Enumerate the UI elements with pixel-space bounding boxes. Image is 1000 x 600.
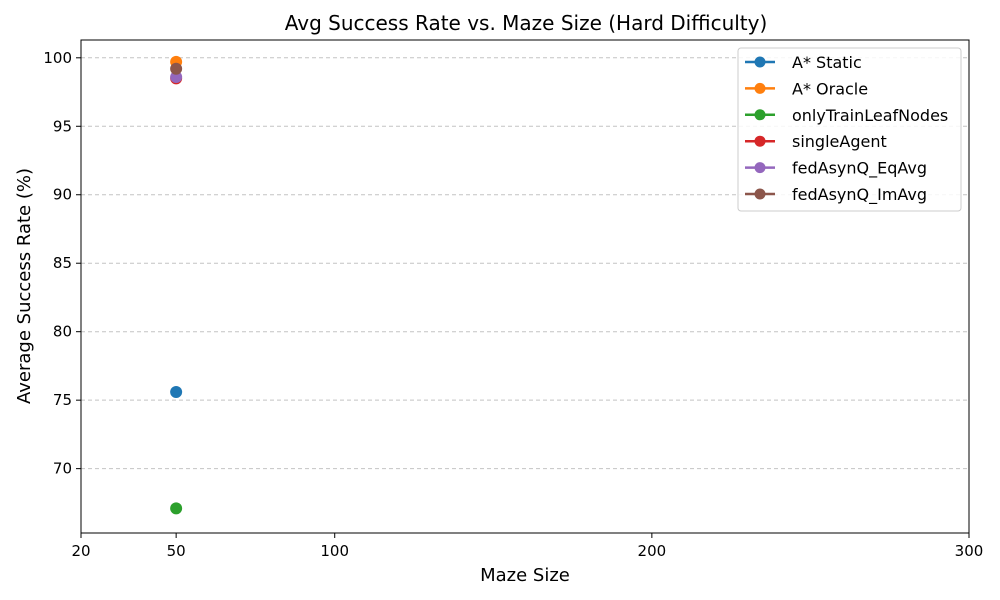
y-axis-label: Average Success Rate (%) <box>14 168 35 404</box>
legend-box <box>737 47 962 212</box>
legend: A* Static A* Oracle onlyTrainLeafNodes sing… <box>737 47 962 212</box>
legend-item: fedAsynQ_EqAvg <box>745 159 927 179</box>
data-point <box>170 502 183 515</box>
legend-item: onlyTrainLeafNodes <box>745 106 948 125</box>
y-tick-label: 75 <box>53 391 72 409</box>
y-axis: 70 75 80 85 90 95 100 <box>43 49 81 478</box>
y-tick-label: 100 <box>43 49 72 67</box>
series-5 <box>170 62 183 75</box>
chart-title: Avg Success Rate vs. Maze Size (Hard Dif… <box>285 11 768 35</box>
legend-marker <box>754 135 766 147</box>
series-0 <box>170 385 183 398</box>
legend-marker <box>754 109 766 121</box>
y-tick-label: 80 <box>53 323 72 341</box>
legend-label: onlyTrainLeafNodes <box>792 106 948 125</box>
x-tick-label: 200 <box>638 542 667 560</box>
y-tick-label: 70 <box>53 460 72 478</box>
y-tick-label: 95 <box>53 117 72 135</box>
series-4 <box>170 70 183 83</box>
legend-marker <box>754 188 766 200</box>
y-tick-label: 90 <box>53 186 72 204</box>
legend-item: fedAsynQ_ImAvg <box>745 185 927 205</box>
legend-item: singleAgent <box>745 132 887 151</box>
series-2 <box>170 502 183 515</box>
legend-marker <box>754 82 766 94</box>
x-axis: 20 50 100 200 300 <box>71 533 983 560</box>
grid-lines <box>81 57 969 470</box>
legend-marker <box>754 162 766 174</box>
legend-label: A* Static <box>792 53 862 72</box>
series-layer <box>170 55 183 515</box>
data-point <box>170 385 183 398</box>
data-point <box>170 70 183 83</box>
legend-item: A* Static <box>745 53 862 72</box>
data-point <box>170 62 183 75</box>
legend-label: fedAsynQ_EqAvg <box>792 159 927 179</box>
legend-label: fedAsynQ_ImAvg <box>792 185 927 205</box>
legend-label: singleAgent <box>792 132 887 151</box>
legend-marker <box>754 56 766 68</box>
x-tick-label: 300 <box>955 542 984 560</box>
x-tick-label: 100 <box>320 542 349 560</box>
plot-area-frame <box>80 39 970 534</box>
x-tick-label: 20 <box>71 542 90 560</box>
x-axis-label: Maze Size <box>480 565 570 586</box>
legend-label: A* Oracle <box>792 79 868 98</box>
y-tick-label: 85 <box>53 254 72 272</box>
legend-item: A* Oracle <box>745 79 868 98</box>
x-tick-label: 50 <box>167 542 186 560</box>
